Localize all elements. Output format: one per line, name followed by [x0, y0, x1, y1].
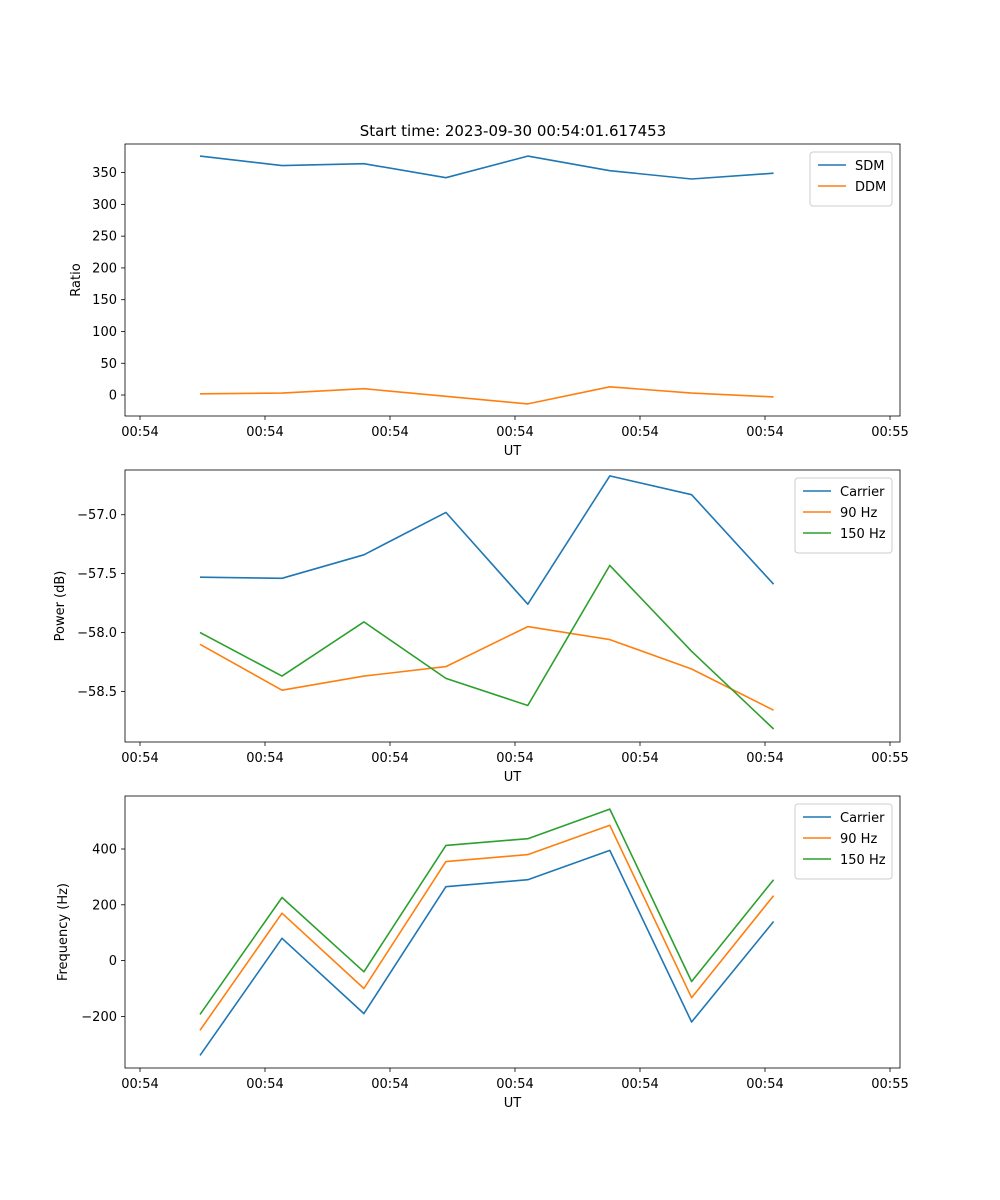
ratio-x-tick-label: 00:55	[871, 425, 908, 440]
frequency-legend-label: 90 Hz	[840, 832, 877, 847]
power-y-tick-label: −57.5	[77, 567, 117, 582]
ratio-x-tick-label: 00:54	[246, 425, 283, 440]
power-legend-label: Carrier	[840, 485, 885, 500]
power-x-tick-label: 00:54	[246, 751, 283, 766]
power-y-tick-label: −57.0	[77, 508, 117, 523]
ratio-series-line-ddm	[199, 385, 774, 405]
power-legend-frame	[794, 477, 893, 554]
power-y-axis-label: Power (dB)	[53, 571, 68, 642]
frequency-x-tick-label: 00:54	[121, 1077, 158, 1092]
frequency-legend-label: Carrier	[840, 811, 885, 826]
frequency-axes-frame	[124, 795, 901, 1069]
frequency-x-tick-label: 00:55	[871, 1077, 908, 1092]
power-subplot: 00:54 00:54 00:54 00:54 00:54 00:54 00:55 −58.5…	[53, 469, 909, 785]
ratio-y-tick-label: 250	[92, 230, 117, 245]
power-x-axis-label: UT	[504, 770, 522, 785]
frequency-series-line-90-hz	[199, 824, 775, 1031]
frequency-x-axis-label: UT	[504, 1096, 522, 1111]
ratio-legend-label: DDM	[855, 180, 886, 195]
power-axes-frame	[124, 469, 901, 743]
frequency-subplot: 00:54 00:54 00:54 00:54 00:54 00:54 00:55 −200 0…	[56, 795, 909, 1111]
power-y-tick-label: −58.5	[77, 685, 117, 700]
power-series-line-90-hz	[199, 625, 774, 711]
ratio-x-axis-label: UT	[504, 444, 522, 459]
ratio-x-tick-label: 00:54	[371, 425, 408, 440]
frequency-x-tick-label: 00:54	[371, 1077, 408, 1092]
power-series-line-150-hz	[199, 564, 775, 730]
ratio-legend-label: SDM	[855, 159, 884, 174]
frequency-y-tick-label: −200	[81, 1010, 117, 1025]
ratio-x-tick-label: 00:54	[746, 425, 783, 440]
frequency-x-tick-label: 00:54	[246, 1077, 283, 1092]
frequency-legend-label: 150 Hz	[840, 853, 886, 868]
ratio-subplot: 00:54 00:54 00:54 00:54 00:54 00:54 00:55 0 50 10…	[69, 143, 909, 459]
ratio-x-tick-label: 00:54	[621, 425, 658, 440]
frequency-y-tick-label: 400	[92, 843, 117, 858]
frequency-y-tick-label: 0	[109, 954, 117, 969]
power-series-line-carrier	[199, 475, 775, 606]
figure-title: Start time: 2023-09-30 00:54:01.617453	[360, 122, 666, 140]
ratio-y-tick-label: 200	[92, 261, 117, 276]
power-x-tick-label: 00:54	[496, 751, 533, 766]
ratio-y-tick-label: 100	[92, 325, 117, 340]
power-x-tick-label: 00:55	[871, 751, 908, 766]
power-legend: Carrier 90 Hz 150 Hz	[794, 477, 893, 554]
power-legend-label: 90 Hz	[840, 506, 877, 521]
frequency-x-tick-label: 00:54	[621, 1077, 658, 1092]
frequency-series-line-150-hz	[199, 808, 775, 1015]
frequency-y-tick-label: 200	[92, 898, 117, 913]
power-x-tick-label: 00:54	[746, 751, 783, 766]
power-x-tick-label: 00:54	[621, 751, 658, 766]
ratio-y-tick-label: 50	[100, 357, 117, 372]
ratio-legend: SDM DDM	[809, 151, 893, 207]
ratio-y-tick-label: 350	[92, 166, 117, 181]
ratio-y-tick-label: 300	[92, 198, 117, 213]
frequency-x-tick-label: 00:54	[746, 1077, 783, 1092]
power-y-tick-label: −58.0	[77, 626, 117, 641]
frequency-series-line-carrier	[199, 849, 775, 1056]
ratio-x-tick-label: 00:54	[121, 425, 158, 440]
frequency-legend: Carrier 90 Hz 150 Hz	[794, 803, 893, 880]
power-x-tick-label: 00:54	[121, 751, 158, 766]
frequency-legend-frame	[794, 803, 893, 880]
ratio-y-tick-label: 0	[109, 389, 117, 404]
ratio-y-tick-label: 150	[92, 293, 117, 308]
ratio-y-axis-label: Ratio	[69, 263, 84, 296]
ratio-series-line-sdm	[199, 155, 774, 180]
ratio-axes-frame	[124, 143, 901, 417]
power-legend-label: 150 Hz	[840, 527, 886, 542]
ratio-x-tick-label: 00:54	[496, 425, 533, 440]
frequency-y-axis-label: Frequency (Hz)	[56, 883, 71, 981]
frequency-x-tick-label: 00:54	[496, 1077, 533, 1092]
power-x-tick-label: 00:54	[371, 751, 408, 766]
